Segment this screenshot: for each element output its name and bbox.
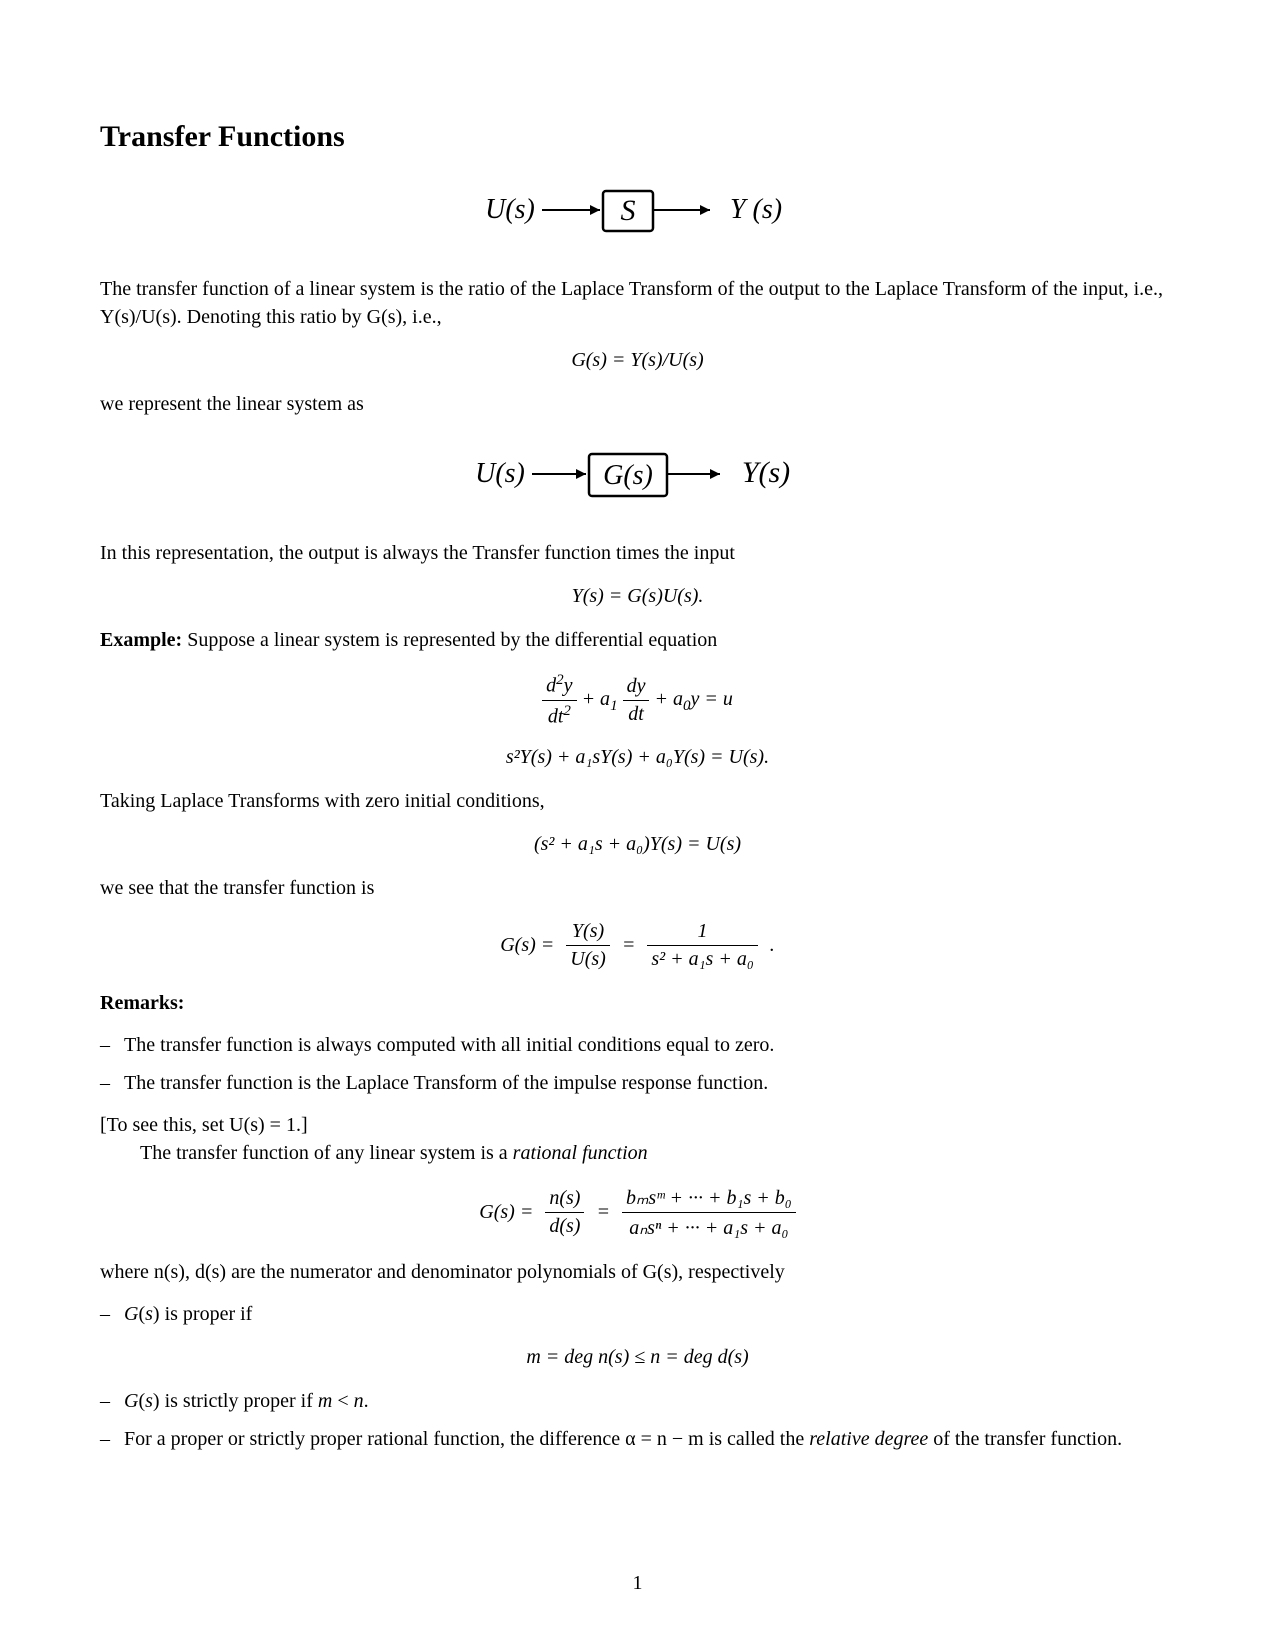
paragraph-polynomials: where n(s), d(s) are the numerator and d… <box>100 1258 1175 1286</box>
diagram-input-label: U(s) <box>485 194 535 225</box>
diagram-output-label: Y (s) <box>729 194 781 225</box>
equation-factored: (s² + a₁s + a₀)Y(s) = U(s) <box>100 833 1175 856</box>
paragraph-represent: we represent the linear system as <box>100 390 1175 418</box>
equation-diff-eq: d2ydt2 + a1 dydt + a0y = u <box>100 672 1175 728</box>
document-page: Transfer Functions U(s) S Y (s) The tran… <box>0 0 1275 1650</box>
paragraph-transfer: we see that the transfer function is <box>100 874 1175 902</box>
diagram-box-label: S <box>620 194 635 227</box>
example-text: Suppose a linear system is represented b… <box>182 629 717 651</box>
paragraph-laplace: Taking Laplace Transforms with zero init… <box>100 787 1175 815</box>
diagram2-box-label: G(s) <box>603 460 653 491</box>
paragraph-output: In this representation, the output is al… <box>100 539 1175 567</box>
equation-laplace: s²Y(s) + a₁sY(s) + a₀Y(s) = U(s). <box>100 746 1175 769</box>
diagram-system-s: U(s) S Y (s) <box>100 184 1175 245</box>
page-title: Transfer Functions <box>100 120 1175 154</box>
remark-item-2: – The transfer function is the Laplace T… <box>100 1069 1175 1097</box>
equation-proper: m = deg n(s) ≤ n = deg d(s) <box>100 1346 1175 1369</box>
equation-gs-def: G(s) = Y(s)/U(s) <box>100 349 1175 372</box>
remarks-label: Remarks: <box>100 989 1175 1017</box>
remark-item-1: – The transfer function is always comput… <box>100 1031 1175 1059</box>
diagram2-output-label: Y(s) <box>741 456 789 489</box>
note-set-us: [To see this, set U(s) = 1.] The transfe… <box>100 1111 1175 1167</box>
remark-item-5: – For a proper or strictly proper ration… <box>100 1425 1175 1453</box>
page-number: 1 <box>0 1572 1275 1595</box>
remark-item-4: – G(s) is strictly proper if m < n. <box>100 1387 1175 1415</box>
equation-gs-result: G(s) = Y(s)U(s) = 1s² + a₁s + a₀ . <box>100 920 1175 971</box>
equation-ys: Y(s) = G(s)U(s). <box>100 585 1175 608</box>
diagram-system-gs: U(s) G(s) Y(s) <box>100 448 1175 509</box>
remark-item-3: – G(s) is proper if <box>100 1300 1175 1328</box>
example-paragraph: Example: Suppose a linear system is repr… <box>100 626 1175 654</box>
diagram2-input-label: U(s) <box>475 458 525 489</box>
text-intro: The transfer function of a linear system… <box>100 278 1163 328</box>
example-label: Example: <box>100 629 182 651</box>
paragraph-intro: The transfer function of a linear system… <box>100 275 1175 331</box>
equation-rational: G(s) = n(s)d(s) = bₘsᵐ + ··· + b₁s + b₀a… <box>100 1185 1175 1240</box>
